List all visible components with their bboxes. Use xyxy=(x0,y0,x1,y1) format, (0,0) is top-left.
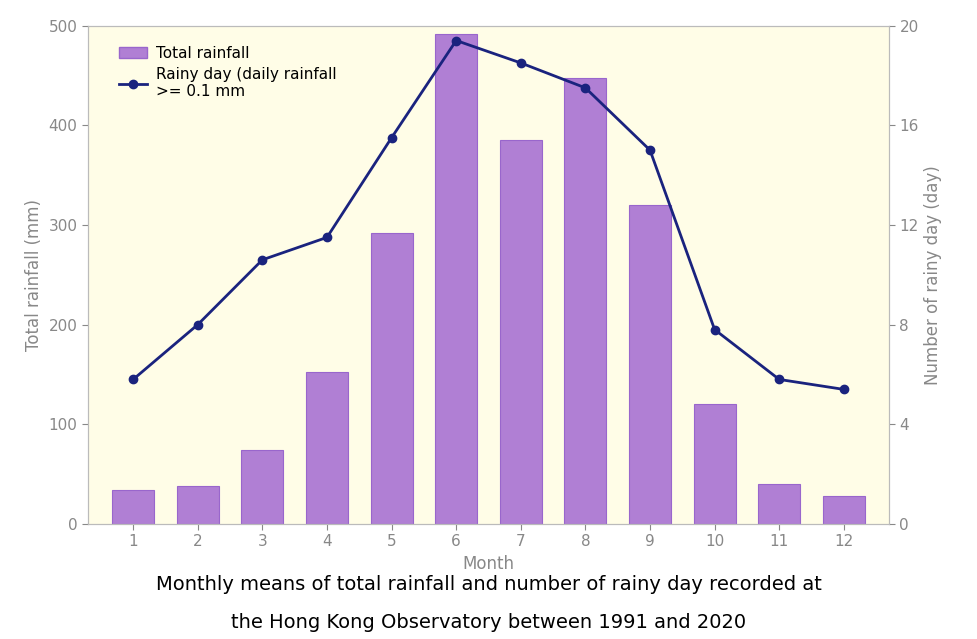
Bar xyxy=(306,373,348,524)
Bar xyxy=(565,79,607,524)
Bar xyxy=(500,140,542,524)
Bar xyxy=(370,233,412,524)
Text: Monthly means of total rainfall and number of rainy day recorded at: Monthly means of total rainfall and numb… xyxy=(155,575,822,594)
X-axis label: Month: Month xyxy=(462,555,515,573)
Legend: Total rainfall, Rainy day (daily rainfall
>= 0.1 mm: Total rainfall, Rainy day (daily rainfal… xyxy=(111,38,344,107)
Bar xyxy=(629,205,671,524)
Bar xyxy=(694,404,736,524)
Bar xyxy=(435,33,477,524)
Bar xyxy=(241,450,283,524)
Bar xyxy=(112,490,154,524)
Y-axis label: Number of rainy day (day): Number of rainy day (day) xyxy=(924,165,943,385)
Y-axis label: Total rainfall (mm): Total rainfall (mm) xyxy=(25,199,43,351)
Bar xyxy=(823,496,865,524)
Text: the Hong Kong Observatory between 1991 and 2020: the Hong Kong Observatory between 1991 a… xyxy=(231,613,746,633)
Bar xyxy=(177,486,219,524)
Bar xyxy=(758,484,800,524)
